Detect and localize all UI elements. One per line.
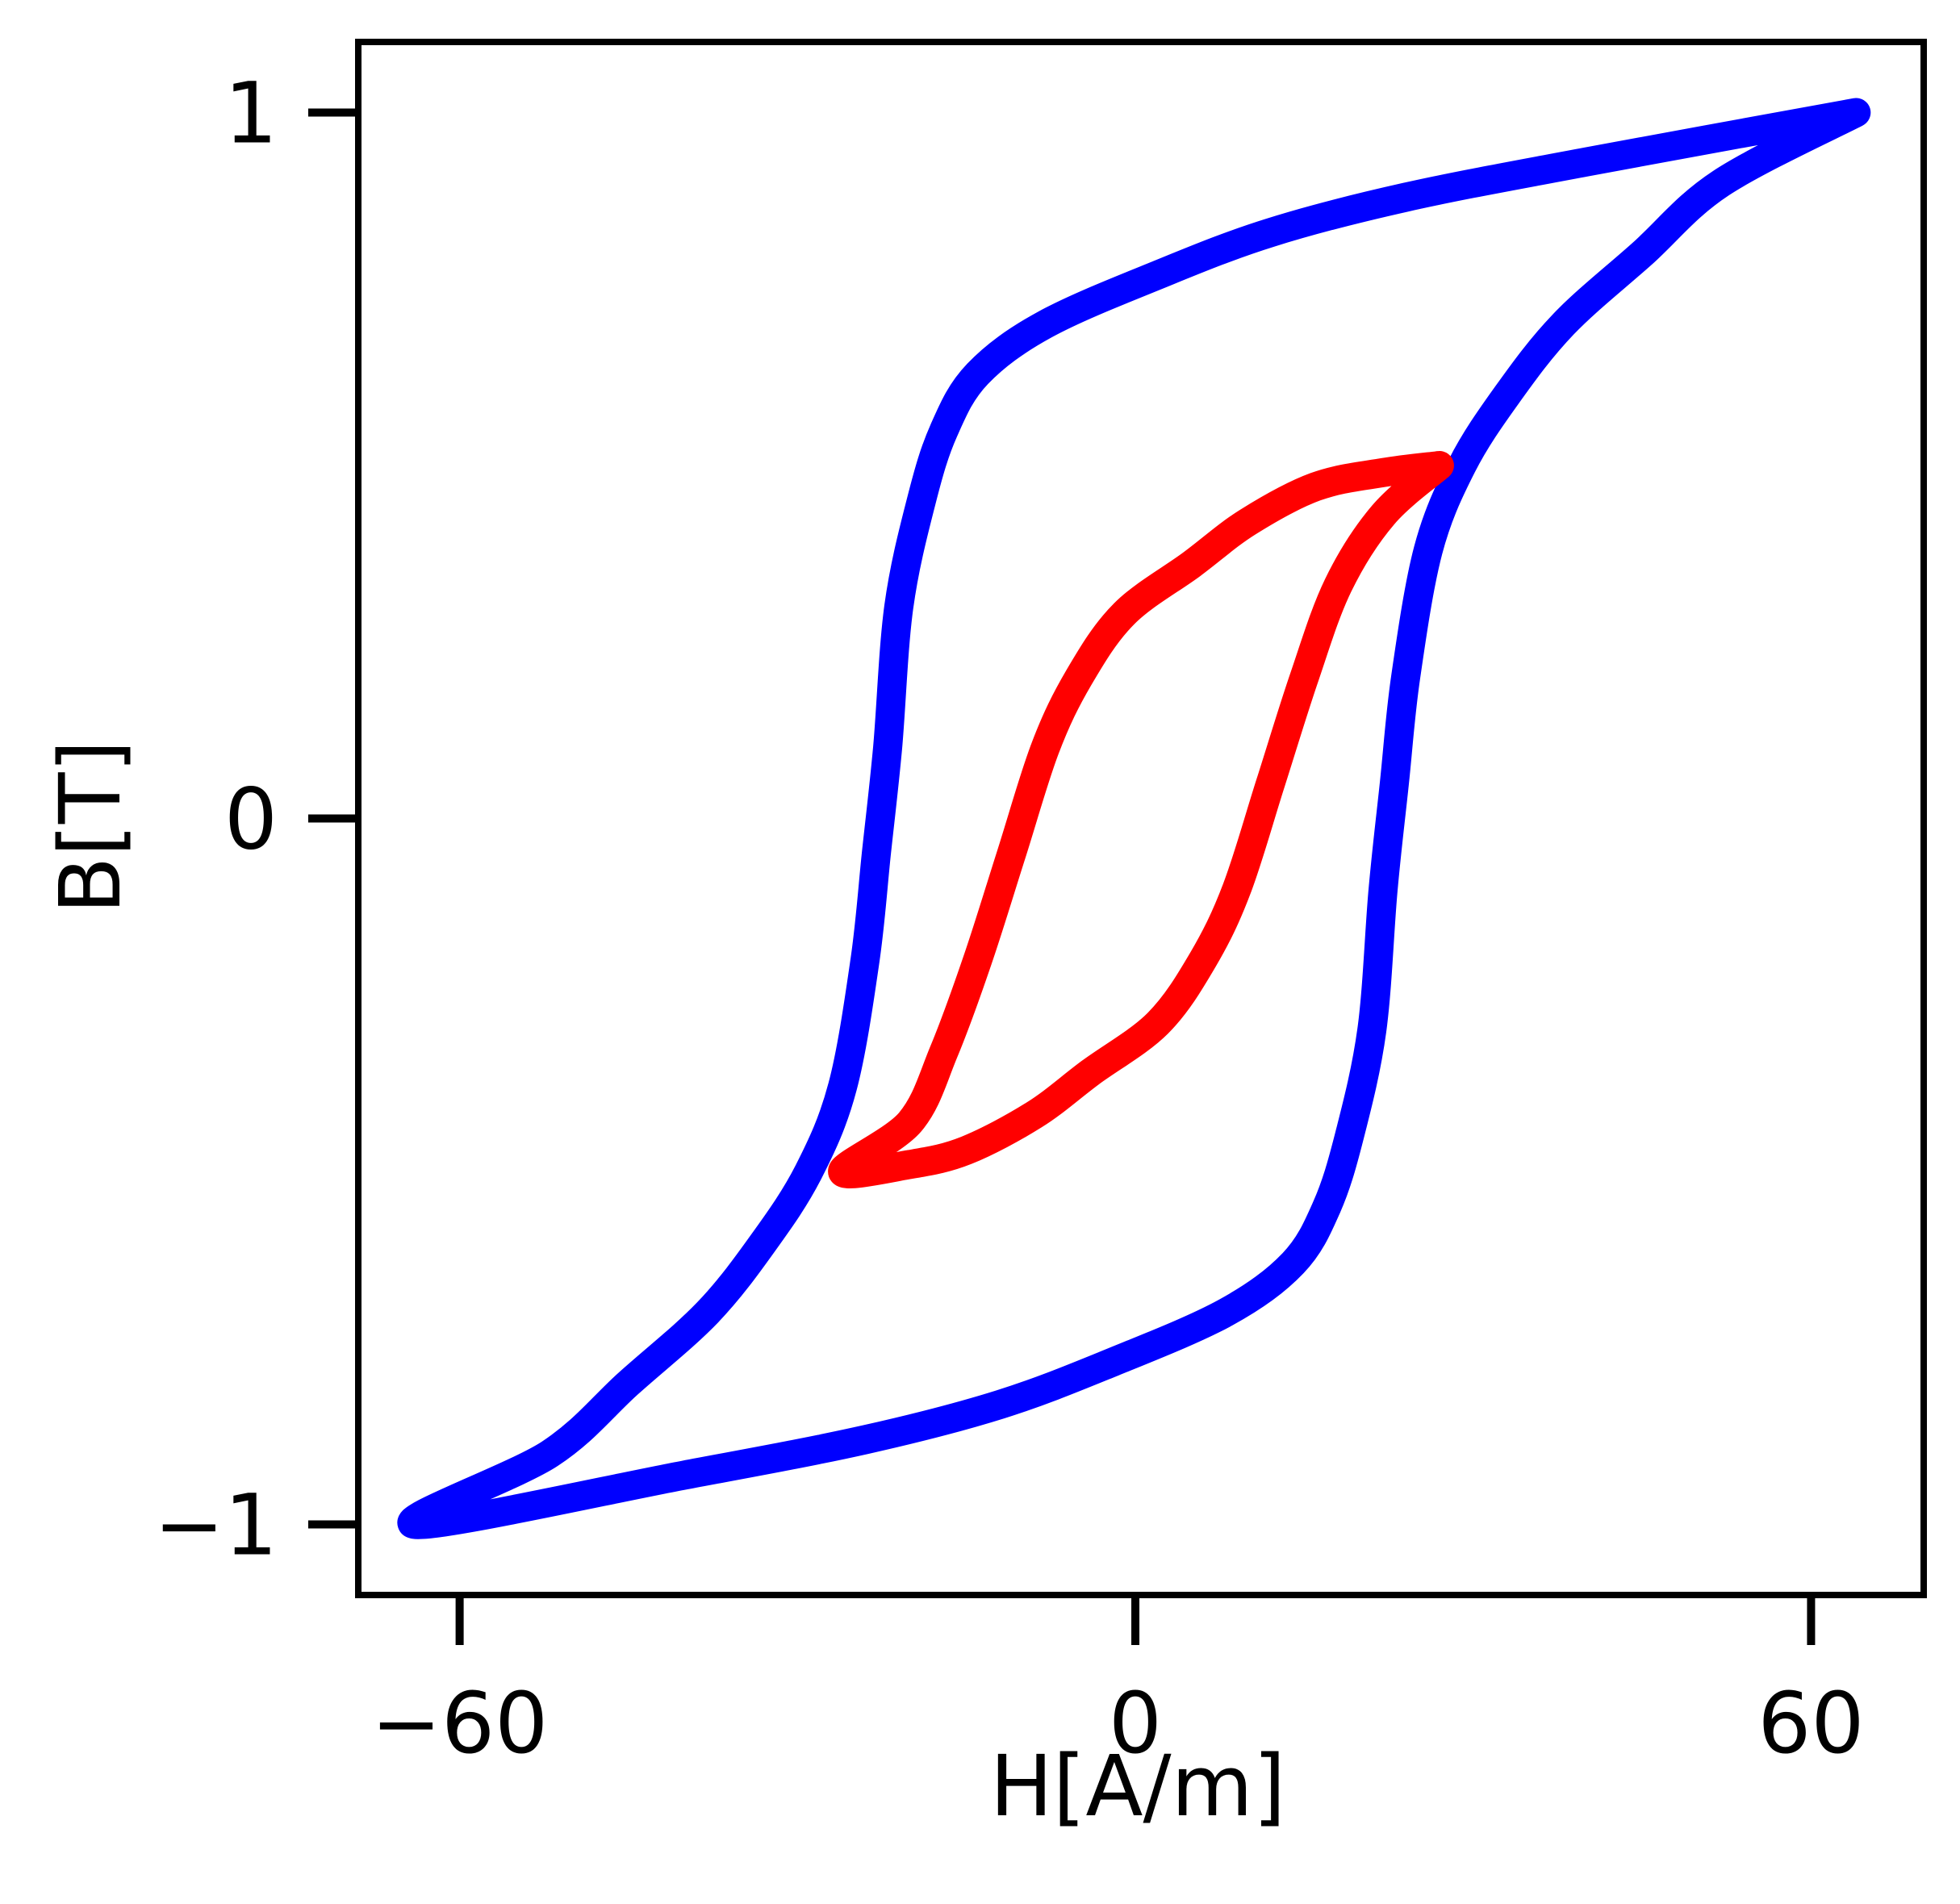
x-axis: −60 0 60 xyxy=(371,1595,1865,1772)
y-axis-label: B[T] xyxy=(41,740,140,914)
plot-area xyxy=(397,98,1871,1539)
y-tick-label: −1 xyxy=(154,1476,278,1575)
y-tick-label: 1 xyxy=(224,65,278,163)
y-axis: −1 0 1 xyxy=(154,65,358,1575)
minor-loop-line xyxy=(828,451,1454,1188)
major-loop-line xyxy=(397,98,1871,1539)
x-tick-label: −60 xyxy=(371,1674,548,1772)
x-tick-label: 60 xyxy=(1757,1674,1864,1772)
x-tick-label: 0 xyxy=(1109,1674,1162,1772)
x-axis-label: H[A/m] xyxy=(990,1737,1286,1835)
y-tick-label: 0 xyxy=(224,770,278,869)
